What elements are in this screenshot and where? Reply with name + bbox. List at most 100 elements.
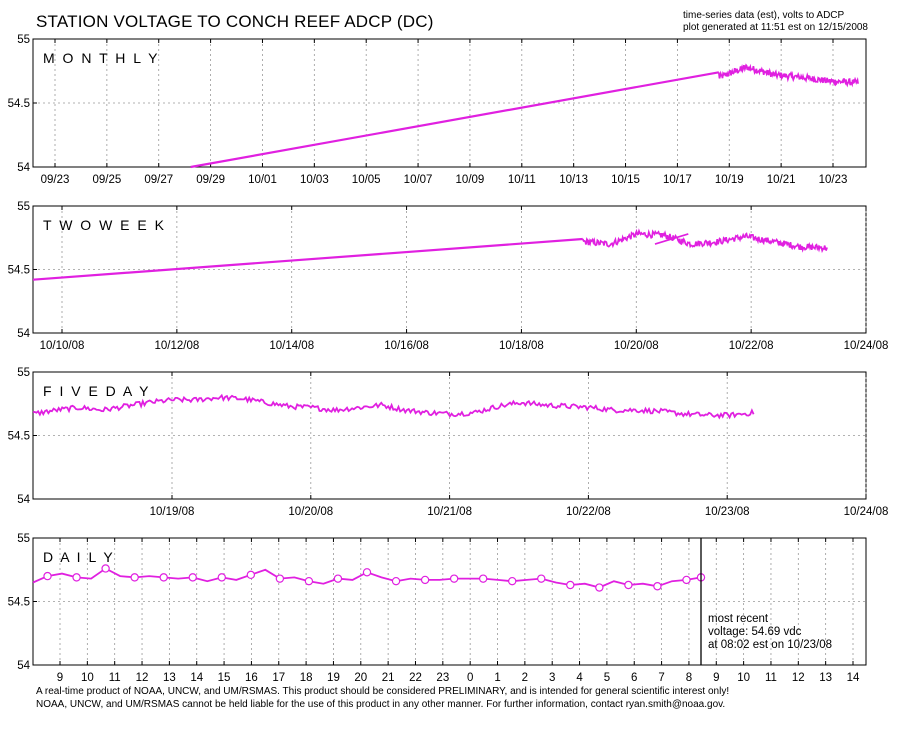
x-tick-label: 9	[713, 672, 719, 684]
x-tick-label: 13	[163, 672, 176, 684]
data-point-marker	[653, 582, 662, 591]
panel-monthly: 09/23 09/25 09/27 09/29 10/01 10/03 10/05 10/07…	[8, 34, 867, 186]
x-tick-label: 09/25	[92, 174, 121, 186]
x-tick-label: 8	[686, 672, 692, 684]
latest-reading-annotation: at 08:02 est on 10/23/08	[708, 639, 832, 651]
x-tick-label: 10/24/08	[844, 506, 889, 518]
x-tick-label: 10/07	[404, 174, 433, 186]
x-tick-label: 10/21/08	[427, 506, 472, 518]
x-tick-label: 3	[549, 672, 555, 684]
x-tick-label: 09/23	[41, 174, 70, 186]
series-line	[32, 393, 755, 420]
y-tick-label: 54	[17, 162, 30, 174]
disclaimer-footer: A real-time product of NOAA, UNCW, and U…	[36, 686, 729, 711]
data-point-marker	[682, 575, 691, 585]
x-tick-label: 11	[109, 672, 121, 684]
x-tick-label: 10/19	[715, 174, 744, 186]
panel-label: M O N T H L Y	[43, 50, 160, 66]
x-tick-label: 10/20/08	[614, 340, 659, 352]
x-tick-label: 5	[604, 672, 610, 684]
data-point-marker	[595, 583, 604, 592]
data-point-marker	[508, 576, 517, 586]
data-point-marker	[246, 570, 256, 580]
data-point-marker	[275, 574, 285, 583]
panel-label: T W O W E E K	[43, 217, 166, 233]
y-tick-label: 54	[17, 494, 30, 506]
x-tick-label: 12	[792, 672, 805, 684]
data-point-marker	[624, 580, 633, 590]
data-point-marker	[217, 573, 226, 582]
x-tick-label: 10/22/08	[566, 506, 611, 518]
x-tick-label: 10/23/08	[705, 506, 750, 518]
panel-five-day: 10/19/08 10/20/08 10/21/08 10/22/08 10/23/08…	[8, 367, 889, 518]
x-tick-label: 10/24/08	[844, 340, 889, 352]
x-tick-label: 10/10/08	[40, 340, 85, 352]
x-tick-label: 10/21	[767, 174, 796, 186]
x-tick-label: 10/01	[248, 174, 277, 186]
data-point-marker	[566, 580, 575, 590]
x-tick-label: 18	[300, 672, 313, 684]
x-tick-label: 10/15	[611, 174, 640, 186]
x-tick-label: 10/09	[456, 174, 485, 186]
x-tick-label: 10/20/08	[288, 506, 333, 518]
data-point-marker	[130, 573, 139, 582]
x-tick-label: 12	[136, 672, 149, 684]
series-line	[654, 233, 689, 245]
data-point-marker	[391, 576, 401, 586]
latest-reading-annotation: most recent	[708, 613, 769, 625]
series-line	[190, 71, 720, 169]
meta-line-1: time-series data (est), volts to ADCP	[683, 10, 845, 21]
x-tick-label: 15	[218, 672, 231, 684]
x-tick-label: 10	[81, 672, 94, 684]
panel-label: D A I L Y	[43, 549, 115, 565]
data-point-marker	[333, 574, 343, 583]
y-tick-label: 55	[17, 201, 30, 213]
x-tick-label: 10	[737, 672, 750, 684]
y-tick-label: 55	[17, 533, 30, 545]
data-point-marker	[449, 574, 459, 583]
y-tick-label: 54.5	[8, 431, 30, 443]
x-tick-label: 6	[631, 672, 637, 684]
x-tick-label: 2	[522, 672, 528, 684]
x-tick-label: 10/22/08	[729, 340, 774, 352]
y-tick-label: 54.5	[8, 597, 30, 609]
x-tick-label: 19	[327, 672, 340, 684]
footer-line-1: A real-time product of NOAA, UNCW, and U…	[36, 686, 730, 697]
data-point-marker	[478, 574, 488, 583]
series-line	[582, 228, 828, 254]
x-tick-label: 11	[765, 672, 777, 684]
data-point-marker	[304, 576, 314, 586]
x-tick-label: 10/14/08	[269, 340, 314, 352]
x-tick-label: 10/12/08	[154, 340, 199, 352]
y-tick-label: 54	[17, 328, 30, 340]
x-tick-label: 4	[576, 672, 583, 684]
series-line	[32, 237, 583, 281]
plot-meta: time-series data (est), volts to ADCP pl…	[683, 10, 868, 34]
data-point-marker	[537, 574, 546, 583]
panel-two-week: 10/10/08 10/12/08 10/14/08 10/16/08 10/18/08…	[8, 201, 889, 352]
x-tick-label: 10/16/08	[384, 340, 429, 352]
x-tick-label: 0	[467, 672, 473, 684]
x-tick-label: 10/11	[508, 174, 536, 186]
x-tick-label: 21	[382, 672, 395, 684]
x-tick-label: 13	[819, 672, 832, 684]
footer-line-2: NOAA, UNCW, and UM/RSMAS cannot be held …	[36, 698, 726, 710]
y-tick-label: 54	[17, 660, 30, 672]
x-tick-label: 10/18/08	[499, 340, 544, 352]
x-tick-label: 10/05	[352, 174, 381, 186]
x-tick-label: 9	[57, 672, 63, 684]
y-tick-label: 55	[17, 34, 30, 46]
panel-daily: 9 10 11 12 13 14 15 16 17 18 19 20 21 22 23 0 1 2 3 4 5 6 7 8 9 1…	[8, 533, 867, 684]
x-tick-label: 10/13	[559, 174, 588, 186]
data-point-marker	[101, 564, 110, 573]
data-point-marker	[362, 568, 372, 577]
data-point-marker	[188, 573, 197, 582]
chart-title: STATION VOLTAGE TO CONCH REEF ADCP (DC)	[36, 12, 434, 31]
data-point-marker	[420, 575, 430, 585]
y-tick-label: 55	[17, 367, 30, 379]
x-tick-label: 7	[658, 672, 664, 684]
series-line	[717, 63, 859, 88]
data-point-marker	[72, 573, 81, 582]
meta-line-2: plot generated at 11:51 est on 12/15/200…	[683, 22, 868, 33]
